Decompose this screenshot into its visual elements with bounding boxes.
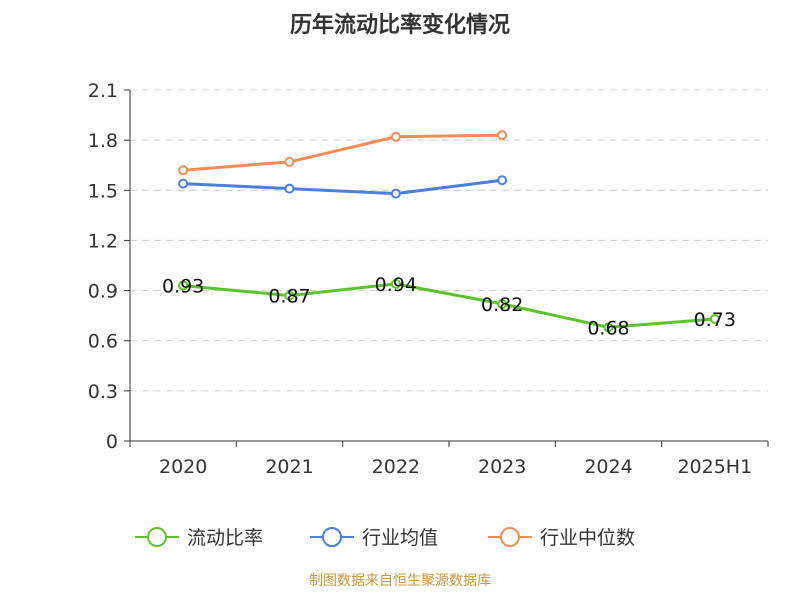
data-label: 0.94 bbox=[375, 274, 417, 296]
x-tick-label: 2024 bbox=[584, 456, 632, 478]
x-tick-label: 2020 bbox=[159, 456, 207, 478]
data-label: 0.93 bbox=[162, 276, 204, 298]
gridlines bbox=[130, 89, 768, 392]
data-label: 0.82 bbox=[481, 294, 523, 316]
series-line-2 bbox=[181, 133, 504, 172]
legend-marker[interactable] bbox=[147, 527, 167, 547]
legend-label[interactable]: 流动比率 bbox=[187, 527, 263, 549]
data-point[interactable] bbox=[709, 313, 720, 324]
x-tick-label: 2021 bbox=[265, 456, 313, 478]
x-tick-label: 2023 bbox=[478, 456, 526, 478]
x-tick-label: 2022 bbox=[372, 456, 420, 478]
data-point[interactable] bbox=[390, 188, 401, 199]
data-point[interactable] bbox=[284, 156, 295, 167]
y-tick-label: 1.8 bbox=[88, 130, 118, 152]
data-point[interactable] bbox=[284, 290, 295, 301]
y-tick-label: 1.2 bbox=[88, 230, 118, 252]
data-label: 0.87 bbox=[268, 286, 310, 308]
legend-label[interactable]: 行业中位数 bbox=[540, 527, 635, 549]
data-point[interactable] bbox=[390, 131, 401, 142]
data-point[interactable] bbox=[390, 278, 401, 289]
y-tick-label: 0 bbox=[106, 431, 118, 453]
axes: 0 0.3 0.6 0.9 1.2 1.5 1.8 2.1 2020 2021 2022 2023 20… bbox=[88, 80, 769, 478]
legend-marker[interactable] bbox=[322, 527, 342, 547]
y-tick-label: 0.9 bbox=[88, 281, 118, 303]
data-point[interactable] bbox=[497, 298, 508, 309]
data-label: 0.68 bbox=[587, 317, 629, 339]
data-point[interactable] bbox=[284, 183, 295, 194]
data-point[interactable] bbox=[178, 280, 189, 291]
y-tick-label: 0.6 bbox=[88, 331, 118, 353]
data-point[interactable] bbox=[497, 130, 508, 141]
legend-label[interactable]: 行业均值 bbox=[362, 527, 438, 549]
chart-title: 历年流动比率变化情况 bbox=[290, 12, 510, 38]
legend: 流动比率 行业均值 行业中位数 bbox=[135, 527, 635, 549]
series-lines bbox=[178, 130, 720, 333]
legend-marker[interactable] bbox=[500, 527, 520, 547]
y-tick-label: 0.3 bbox=[88, 381, 118, 403]
data-point[interactable] bbox=[497, 175, 508, 186]
data-point[interactable] bbox=[178, 178, 189, 189]
data-labels: 0.93 0.87 0.94 0.82 0.68 0.73 bbox=[162, 274, 736, 339]
source-note: 制图数据来自恒生聚源数据库 bbox=[309, 573, 491, 589]
x-tick-label: 2025H1 bbox=[677, 456, 752, 478]
series-line-0 bbox=[181, 282, 717, 329]
series-line-1 bbox=[181, 178, 504, 196]
data-point[interactable] bbox=[603, 322, 614, 333]
data-label: 0.73 bbox=[694, 309, 736, 331]
data-point[interactable] bbox=[178, 165, 189, 176]
y-tick-label: 2.1 bbox=[88, 80, 118, 102]
y-tick-label: 1.5 bbox=[88, 180, 118, 202]
